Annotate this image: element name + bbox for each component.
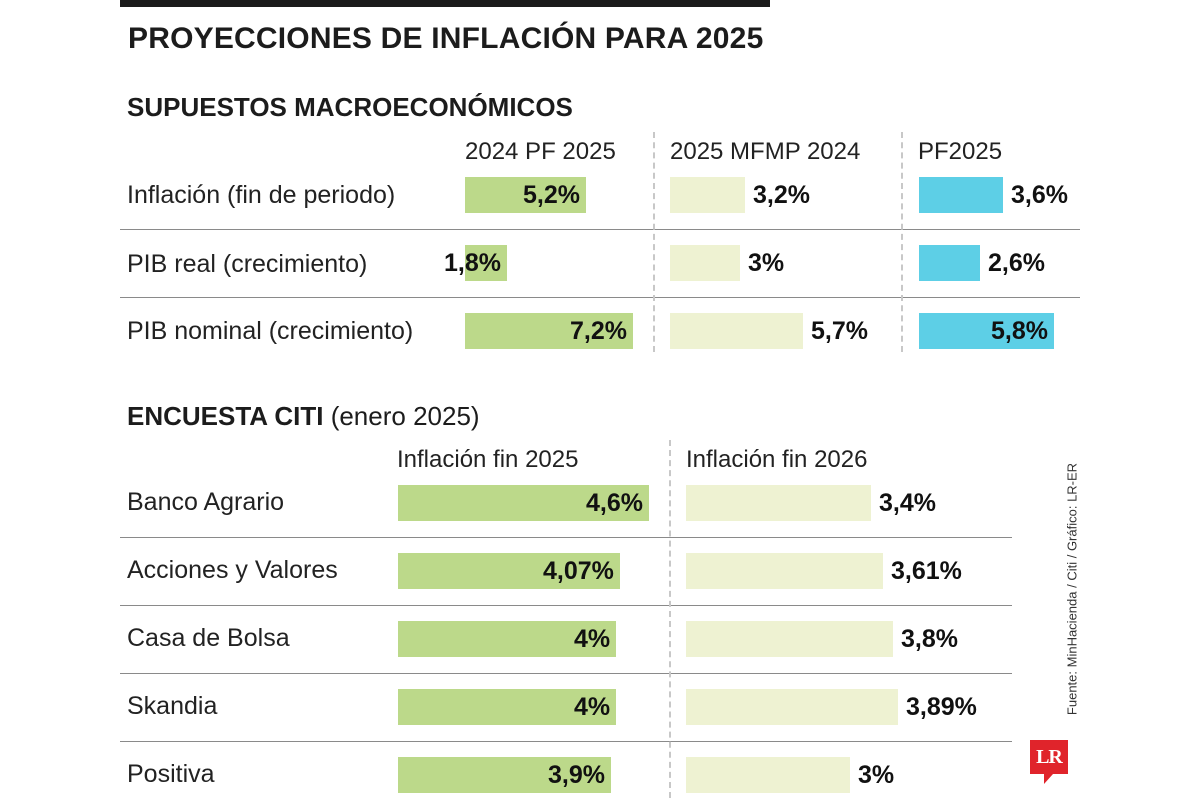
lr-logo-tail — [1044, 774, 1053, 784]
bar-1-2-1 — [670, 177, 745, 213]
bar-1-1-3 — [465, 313, 633, 349]
page-title: PROYECCIONES DE INFLACIÓN PARA 2025 — [128, 22, 764, 55]
bar-2-1-2 — [398, 553, 620, 589]
value-label-2-1-5: 3,9% — [548, 761, 605, 789]
value-label-2-2-2: 3,61% — [891, 557, 962, 585]
bar-1-2-3 — [670, 313, 803, 349]
section2-row-divider — [120, 741, 1012, 742]
section2-row-divider — [120, 605, 1012, 606]
bar-2-2-5 — [686, 757, 850, 793]
section2-note: (enero 2025) — [330, 401, 480, 431]
value-label-1-2-1: 3,2% — [753, 181, 810, 209]
section2-col-header-2: Inflación fin 2026 — [686, 446, 868, 473]
value-label-2-1-4: 4% — [574, 693, 611, 721]
source-text: Fuente: MinHacienda / Citi / Gráfico: LR… — [1064, 462, 1080, 716]
bar-1-1-2 — [465, 245, 507, 281]
section1-row-label-1: Inflación (fin de periodo) — [127, 181, 396, 209]
value-label-2-1-3: 4% — [574, 625, 611, 653]
section1-row-label-3: PIB nominal (crecimiento) — [127, 317, 414, 345]
bar-2-2-2 — [686, 553, 883, 589]
section2-row-divider — [120, 673, 1012, 674]
section1-column-divider — [653, 132, 655, 352]
bar-2-1-5 — [398, 757, 611, 793]
value-label-1-1-2: 1,8% — [444, 249, 501, 277]
value-label-1-1-1: 5,2% — [523, 181, 580, 209]
value-label-1-2-3: 5,7% — [811, 317, 868, 345]
section1-col-header-3: PF2025 — [918, 138, 1003, 165]
section2-col-header-1: Inflación fin 2025 — [397, 446, 579, 473]
section1-title: SUPUESTOS MACROECONÓMICOS — [127, 92, 573, 122]
bar-2-2-3 — [686, 621, 893, 657]
value-label-2-1-1: 4,6% — [586, 489, 643, 517]
section1-row-label-2: PIB real (crecimiento) — [127, 250, 368, 278]
bar-2-1-3 — [398, 621, 616, 657]
source-note: Fuente: MinHacienda / Citi / Gráfico: LR… — [1064, 454, 1080, 724]
bar-2-2-4 — [686, 689, 898, 725]
value-label-2-1-2: 4,07% — [543, 557, 614, 585]
top-rule — [120, 0, 770, 7]
section1-row-divider — [120, 297, 1080, 298]
bar-1-2-2 — [670, 245, 740, 281]
value-label-2-2-3: 3,8% — [901, 625, 958, 653]
section1-column-divider — [901, 132, 903, 352]
value-label-1-3-2: 2,6% — [988, 249, 1045, 277]
value-label-1-2-2: 3% — [748, 249, 785, 277]
bar-2-1-1 — [398, 485, 649, 521]
bar-1-3-1 — [919, 177, 1003, 213]
section2-column-divider — [669, 440, 671, 798]
section2-row-divider — [120, 537, 1012, 538]
section2-row-label-5: Positiva — [127, 760, 215, 788]
section2-title: ENCUESTA CITI (enero 2025) — [127, 401, 480, 432]
section2-row-label-2: Acciones y Valores — [127, 556, 338, 584]
section1-col-header-1: 2024 PF 2025 — [465, 138, 616, 165]
section2-row-label-3: Casa de Bolsa — [127, 624, 290, 652]
bar-2-2-1 — [686, 485, 871, 521]
bar-2-1-4 — [398, 689, 616, 725]
bar-1-3-2 — [919, 245, 980, 281]
value-label-1-1-3: 7,2% — [570, 317, 627, 345]
value-label-2-2-5: 3% — [858, 761, 895, 789]
section2-title-text: ENCUESTA CITI — [127, 401, 324, 431]
bar-1-3-3 — [919, 313, 1054, 349]
section1-row-divider — [120, 229, 1080, 230]
section1-col-header-2: 2025 MFMP 2024 — [670, 138, 861, 165]
bar-1-1-1 — [465, 177, 586, 213]
section2-row-label-4: Skandia — [127, 692, 218, 720]
lr-logo: LR — [1030, 740, 1068, 774]
section2-row-label-1: Banco Agrario — [127, 488, 285, 516]
value-label-2-2-4: 3,89% — [906, 693, 977, 721]
value-label-1-3-3: 5,8% — [991, 317, 1048, 345]
value-label-1-3-1: 3,6% — [1011, 181, 1068, 209]
value-label-2-2-1: 3,4% — [879, 489, 936, 517]
